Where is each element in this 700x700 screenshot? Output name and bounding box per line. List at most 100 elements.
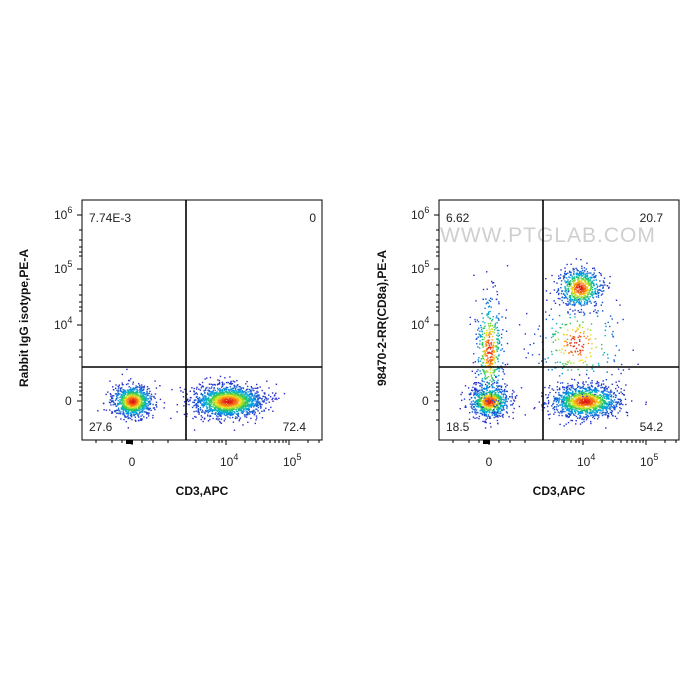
scatter-cluster-3	[545, 258, 618, 315]
scatter-point	[243, 408, 245, 410]
scatter-point	[224, 405, 227, 408]
scatter-point	[605, 393, 607, 395]
scatter-point	[489, 310, 491, 313]
scatter-point	[244, 401, 246, 403]
scatter-point	[484, 409, 486, 411]
scatter-point	[595, 406, 597, 408]
scatter-point	[198, 388, 200, 390]
scatter-point	[480, 393, 482, 395]
scatter-point	[130, 405, 133, 407]
scatter-point	[563, 400, 565, 402]
scatter-point	[614, 415, 617, 418]
scatter-point	[234, 381, 236, 383]
scatter-point	[228, 399, 230, 401]
scatter-point	[493, 331, 495, 334]
scatter-point	[250, 391, 253, 393]
scatter-point	[484, 401, 486, 404]
scatter-point	[588, 396, 590, 399]
scatter-point	[228, 406, 230, 409]
scatter-point	[499, 395, 502, 398]
scatter-point	[241, 404, 243, 407]
scatter-point	[265, 402, 267, 404]
scatter-point	[275, 397, 277, 399]
scatter-point	[498, 303, 500, 305]
scatter-point	[143, 411, 145, 413]
scatter-point	[559, 398, 561, 400]
scatter-point	[260, 407, 262, 409]
scatter-point	[225, 391, 228, 393]
scatter-point	[488, 335, 491, 338]
scatter-point	[200, 387, 203, 389]
scatter-point	[149, 397, 151, 399]
scatter-point	[229, 408, 231, 411]
scatter-point	[208, 406, 211, 408]
scatter-point	[118, 384, 120, 386]
scatter-point	[586, 396, 588, 399]
scatter-point	[602, 409, 604, 412]
scatter-point	[272, 400, 274, 402]
scatter-point	[236, 410, 238, 413]
scatter-point	[493, 395, 496, 398]
scatter-point	[209, 394, 212, 397]
scatter-point	[236, 400, 238, 403]
scatter-point	[574, 408, 577, 410]
scatter-point	[255, 401, 258, 404]
scatter-point	[496, 404, 498, 406]
scatter-point	[231, 408, 234, 410]
scatter-point	[480, 395, 483, 397]
scatter-point	[591, 391, 594, 393]
scatter-point	[497, 358, 499, 360]
scatter-point	[611, 391, 613, 393]
scatter-point	[620, 399, 622, 402]
scatter-point	[616, 390, 618, 392]
scatter-point	[176, 404, 178, 406]
scatter-point	[577, 405, 579, 408]
scatter-point	[236, 404, 238, 406]
scatter-point	[566, 409, 568, 411]
scatter-point	[584, 393, 586, 396]
scatter-point	[245, 409, 247, 411]
scatter-point	[117, 400, 119, 402]
scatter-point	[222, 401, 225, 404]
scatter-point	[486, 417, 489, 419]
scatter-point	[145, 396, 147, 398]
scatter-point	[595, 389, 597, 391]
scatter-point	[198, 396, 201, 399]
scatter-point	[518, 324, 521, 326]
scatter-point	[619, 410, 621, 412]
scatter-point	[493, 411, 496, 414]
scatter-point	[226, 404, 228, 407]
scatter-point	[582, 390, 584, 393]
scatter-point	[482, 393, 485, 395]
scatter-point	[136, 390, 139, 392]
scatter-point	[494, 369, 496, 371]
scatter-point	[250, 404, 252, 406]
scatter-point	[222, 384, 224, 386]
scatter-point	[474, 382, 476, 384]
scatter-point	[214, 389, 216, 392]
scatter-point	[251, 411, 254, 414]
scatter-point	[561, 400, 563, 402]
scatter-point	[213, 395, 215, 398]
scatter-point	[574, 390, 577, 393]
scatter-point	[135, 385, 137, 387]
scatter-point	[482, 350, 484, 353]
scatter-point	[214, 409, 217, 411]
scatter-point	[500, 412, 502, 415]
scatter-point	[490, 356, 492, 358]
scatter-point	[477, 336, 479, 338]
scatter-point	[124, 401, 127, 403]
scatter-point	[490, 411, 493, 414]
scatter-point	[142, 406, 145, 408]
scatter-point	[141, 396, 143, 398]
scatter-point	[601, 407, 603, 409]
scatter-point	[488, 404, 490, 406]
scatter-point	[575, 401, 577, 404]
scatter-point	[596, 388, 598, 390]
scatter-point	[254, 422, 256, 425]
scatter-point	[126, 389, 129, 391]
scatter-point	[121, 382, 123, 384]
scatter-point	[589, 388, 592, 390]
scatter-point	[485, 394, 488, 396]
scatter-point	[474, 401, 476, 403]
